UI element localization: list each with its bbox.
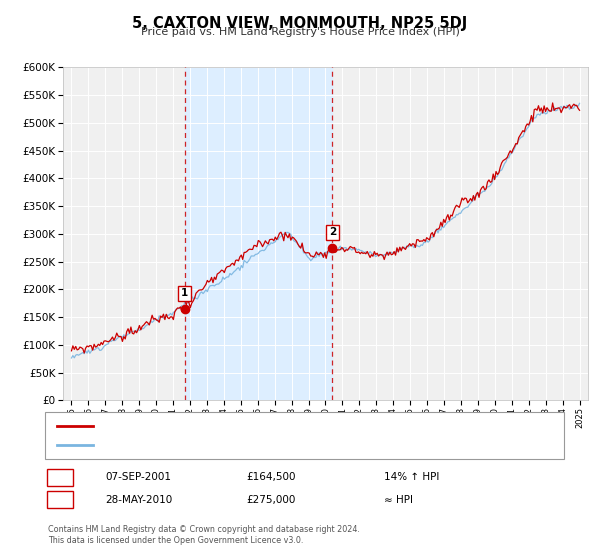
Text: 07-SEP-2001: 07-SEP-2001	[105, 472, 171, 482]
Text: 5, CAXTON VIEW, MONMOUTH, NP25 5DJ: 5, CAXTON VIEW, MONMOUTH, NP25 5DJ	[133, 16, 467, 31]
Text: 1: 1	[181, 288, 188, 298]
Text: £275,000: £275,000	[246, 494, 295, 505]
Text: Contains HM Land Registry data © Crown copyright and database right 2024.
This d: Contains HM Land Registry data © Crown c…	[48, 525, 360, 545]
Text: ≈ HPI: ≈ HPI	[384, 494, 413, 505]
Text: 5, CAXTON VIEW, MONMOUTH, NP25 5DJ (detached house): 5, CAXTON VIEW, MONMOUTH, NP25 5DJ (deta…	[100, 421, 395, 431]
Text: 28-MAY-2010: 28-MAY-2010	[105, 494, 172, 505]
Text: 2: 2	[329, 227, 336, 237]
Text: HPI: Average price, detached house, Monmouthshire: HPI: Average price, detached house, Monm…	[100, 440, 362, 450]
Text: 2: 2	[56, 494, 64, 505]
Bar	[185, 67, 332, 400]
Text: 14% ↑ HPI: 14% ↑ HPI	[384, 472, 439, 482]
Text: 1: 1	[56, 472, 64, 482]
Text: £164,500: £164,500	[246, 472, 296, 482]
Text: Price paid vs. HM Land Registry's House Price Index (HPI): Price paid vs. HM Land Registry's House …	[140, 27, 460, 37]
